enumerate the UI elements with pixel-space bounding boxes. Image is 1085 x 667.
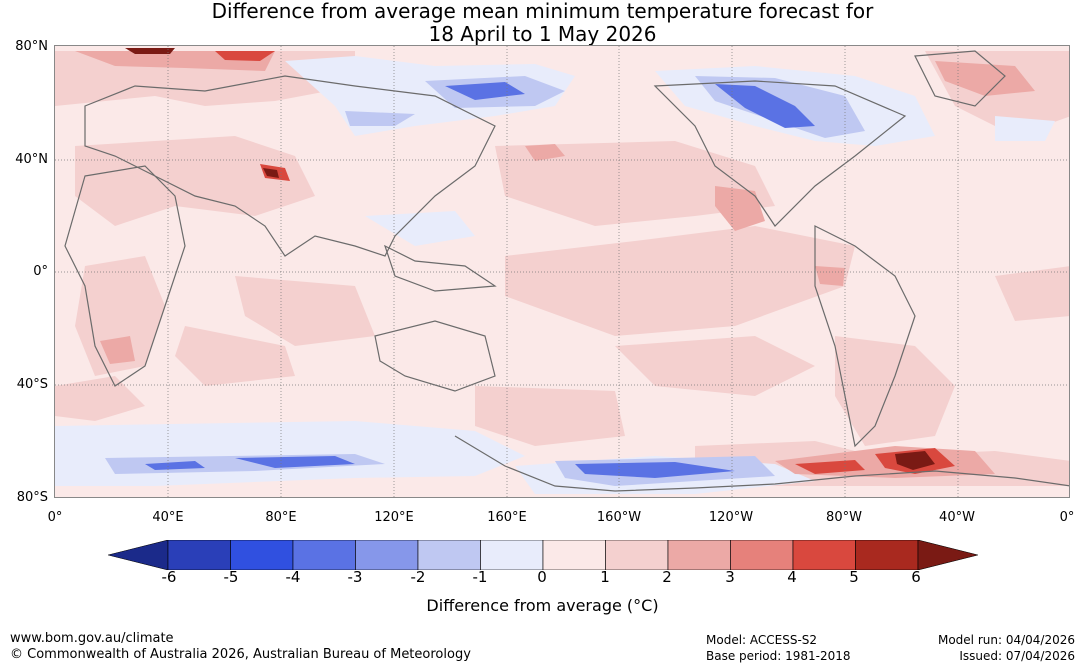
colorbar-segment — [855, 540, 919, 570]
colorbar-tick: 1 — [600, 568, 610, 586]
colorbar-tick: -1 — [472, 568, 488, 586]
colorbar-segment — [730, 540, 794, 570]
colorbar-tick: 0 — [537, 568, 547, 586]
lon-label-120e: 120°E — [374, 510, 414, 525]
base-period: Base period: 1981-2018 — [706, 649, 851, 663]
coastlines — [64, 50, 1069, 492]
colorbar-tick: -6 — [161, 568, 177, 586]
lon-label-80w: 80°W — [826, 510, 862, 525]
colorbar-segment — [792, 540, 856, 570]
lat-label-40n: 40°N — [15, 152, 48, 167]
colorbar-tick: -4 — [285, 568, 301, 586]
colorbar-extend-low — [108, 540, 169, 570]
anomaly-1-2-areas — [55, 51, 1069, 486]
anomaly-neg4-neg3-areas — [145, 82, 815, 478]
lon-label-0: 0° — [47, 510, 63, 525]
colorbar-segment — [230, 540, 294, 570]
colorbar-segment — [167, 540, 231, 570]
lat-label-80n: 80°N — [15, 39, 48, 54]
colorbar-tick: -3 — [347, 568, 363, 586]
chart-title: Difference from average mean minimum tem… — [0, 0, 1085, 46]
colorbar-tick: 6 — [911, 568, 921, 586]
lon-label-160e: 160°E — [487, 510, 527, 525]
colorbar — [108, 540, 978, 570]
colorbar-tick: -2 — [410, 568, 426, 586]
model-name: Model: ACCESS-S2 — [706, 633, 818, 647]
colorbar-tick: 5 — [849, 568, 859, 586]
lon-label-160w: 160°W — [596, 510, 642, 525]
colorbar-tick: -5 — [223, 568, 239, 586]
issued-date: Issued: 07/04/2026 — [959, 649, 1075, 663]
colorbar-segment — [605, 540, 669, 570]
graticule — [55, 46, 1069, 497]
colorbar-segment — [542, 540, 606, 570]
colorbar-extend-high — [917, 540, 978, 570]
title-line-2: 18 April to 1 May 2026 — [428, 22, 657, 46]
lon-label-120w: 120°W — [708, 510, 754, 525]
lon-label-80e: 80°E — [265, 510, 297, 525]
anomaly-4-5-areas — [215, 51, 955, 474]
colorbar-segment — [417, 540, 481, 570]
anomaly-gt5-areas — [125, 48, 935, 470]
colorbar-tick: 2 — [662, 568, 672, 586]
model-run-date: Model run: 04/04/2026 — [937, 633, 1075, 647]
lon-label-40w: 40°W — [939, 510, 975, 525]
lon-label-0-end: 0° — [1059, 510, 1075, 525]
colorbar-segment — [667, 540, 731, 570]
lat-label-40s: 40°S — [16, 377, 48, 392]
map-canvas — [55, 46, 1069, 497]
colorbar-segment — [292, 540, 356, 570]
colorbar-label: Difference from average (°C) — [426, 596, 659, 615]
colorbar-segment — [480, 540, 544, 570]
colorbar-segment — [355, 540, 419, 570]
colorbar-tick: 4 — [787, 568, 797, 586]
website-link[interactable]: www.bom.gov.au/climate — [10, 631, 174, 646]
lat-label-0: 0° — [33, 264, 48, 279]
colorbar-tick: 3 — [725, 568, 735, 586]
forecast-map — [54, 45, 1070, 498]
title-line-1: Difference from average mean minimum tem… — [211, 0, 874, 23]
copyright-text: © Commonwealth of Australia 2026, Austra… — [10, 647, 471, 662]
lon-label-40e: 40°E — [152, 510, 184, 525]
lat-label-80s: 80°S — [16, 490, 48, 505]
